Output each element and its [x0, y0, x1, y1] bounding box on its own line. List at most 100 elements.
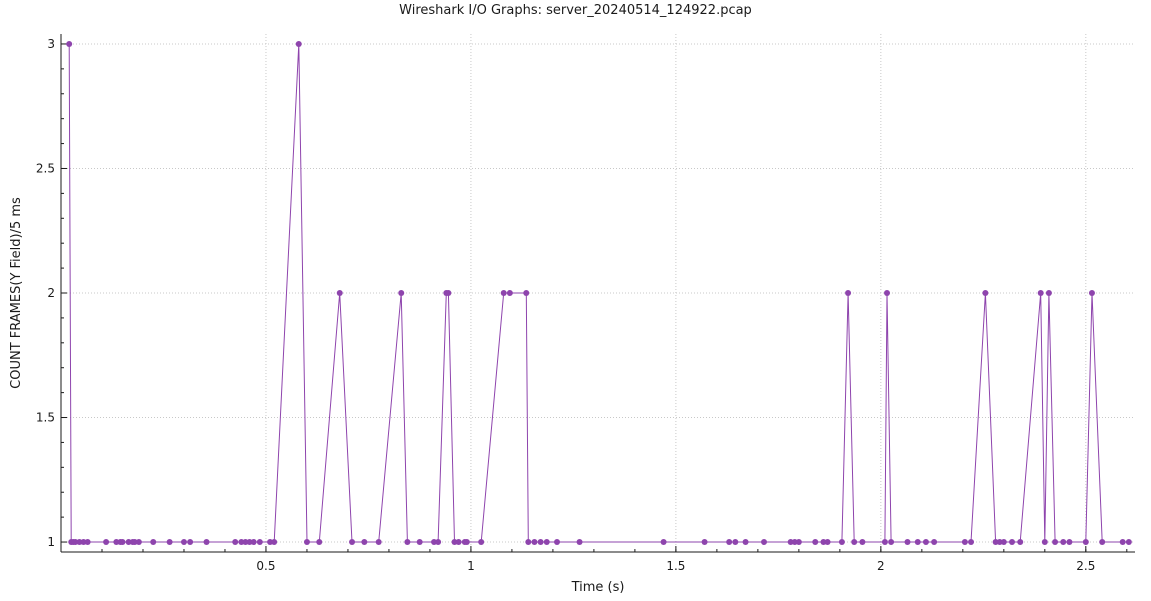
- data-point: [455, 539, 462, 546]
- data-point: [1066, 539, 1073, 546]
- data-point: [1037, 290, 1044, 296]
- data-point: [1009, 539, 1016, 546]
- data-point: [1119, 539, 1126, 546]
- data-point: [660, 539, 667, 546]
- data-point: [1088, 290, 1095, 296]
- data-point: [931, 539, 938, 546]
- x-tick-label: 0.5: [256, 559, 275, 573]
- data-point: [922, 539, 929, 546]
- data-point: [1052, 539, 1059, 546]
- data-point: [851, 539, 858, 546]
- data-point: [66, 40, 73, 47]
- data-point: [1099, 539, 1106, 546]
- data-point: [881, 539, 888, 546]
- tick-labels: 0.5 1 1.5 2 2.5 1 1.5 2 2.5 3: [36, 37, 1095, 573]
- data-point: [506, 290, 513, 296]
- data-point: [150, 539, 157, 546]
- data-point: [316, 539, 323, 546]
- data-point: [271, 539, 278, 546]
- data-point: [543, 539, 550, 546]
- data-point: [888, 539, 895, 546]
- data-point: [576, 539, 583, 546]
- series-line: [68, 43, 1129, 543]
- data-point: [103, 539, 110, 546]
- data-point: [554, 539, 561, 546]
- data-point: [787, 539, 794, 546]
- y-axis-label: COUNT FRAMES(Y Field)/5 ms: [9, 197, 24, 389]
- data-point: [451, 539, 458, 546]
- data-point: [135, 539, 142, 546]
- data-point: [961, 539, 968, 546]
- grid-lines: [61, 34, 1135, 552]
- data-point: [523, 290, 530, 296]
- data-point: [531, 539, 538, 546]
- x-tick-label: 2.5: [1076, 559, 1095, 573]
- data-point: [1017, 539, 1024, 546]
- y-tick-label: 1: [47, 535, 55, 549]
- x-tick-label: 2: [877, 559, 885, 573]
- data-point: [812, 539, 819, 546]
- data-point: [404, 539, 411, 546]
- data-point: [336, 290, 343, 296]
- data-point: [904, 539, 911, 546]
- data-point: [187, 539, 194, 546]
- data-point: [445, 290, 452, 296]
- data-point: [267, 539, 274, 546]
- data-point: [795, 539, 802, 546]
- data-point: [463, 539, 470, 546]
- data-point: [238, 539, 245, 546]
- y-tick-label: 3: [47, 37, 55, 51]
- data-point: [859, 539, 866, 546]
- y-tick-label: 1.5: [36, 411, 55, 425]
- data-point: [1125, 539, 1132, 546]
- axes: [60, 34, 1135, 553]
- data-point: [180, 539, 187, 546]
- data-point: [824, 539, 831, 546]
- data-point: [125, 539, 132, 546]
- data-point: [968, 539, 975, 546]
- data-point: [820, 539, 827, 546]
- data-point: [431, 539, 438, 546]
- data-point: [537, 539, 544, 546]
- data-point: [761, 539, 768, 546]
- data-point: [349, 539, 356, 546]
- series-layer: [66, 40, 1132, 546]
- data-point: [131, 539, 138, 546]
- x-tick-label: 1.5: [666, 559, 685, 573]
- data-point: [732, 539, 739, 546]
- data-point: [500, 290, 507, 296]
- data-point: [701, 539, 708, 546]
- x-tick-label: 1: [467, 559, 475, 573]
- data-point: [203, 539, 210, 546]
- chart-title: Wireshark I/O Graphs: server_20240514_12…: [399, 3, 752, 18]
- data-point: [996, 539, 1003, 546]
- data-point: [250, 539, 257, 546]
- data-point: [72, 539, 79, 546]
- data-point: [232, 539, 239, 546]
- data-point: [791, 539, 798, 546]
- data-point: [435, 539, 442, 546]
- data-point: [295, 40, 302, 47]
- x-axis-label: Time (s): [571, 580, 625, 595]
- data-point: [361, 539, 368, 546]
- data-point: [478, 539, 485, 546]
- data-point: [119, 539, 126, 546]
- data-point: [80, 539, 87, 546]
- data-point: [416, 539, 423, 546]
- data-point: [246, 539, 253, 546]
- data-point: [982, 290, 989, 296]
- data-point: [303, 539, 310, 546]
- data-point: [84, 539, 91, 546]
- data-point: [914, 539, 921, 546]
- data-point: [256, 539, 263, 546]
- data-point: [1060, 539, 1067, 546]
- data-point: [845, 290, 852, 296]
- data-point: [1045, 290, 1052, 296]
- data-point: [375, 539, 382, 546]
- data-point: [1000, 539, 1007, 546]
- data-point: [992, 539, 999, 546]
- data-point: [742, 539, 749, 546]
- data-point: [883, 290, 890, 296]
- data-point: [398, 290, 405, 296]
